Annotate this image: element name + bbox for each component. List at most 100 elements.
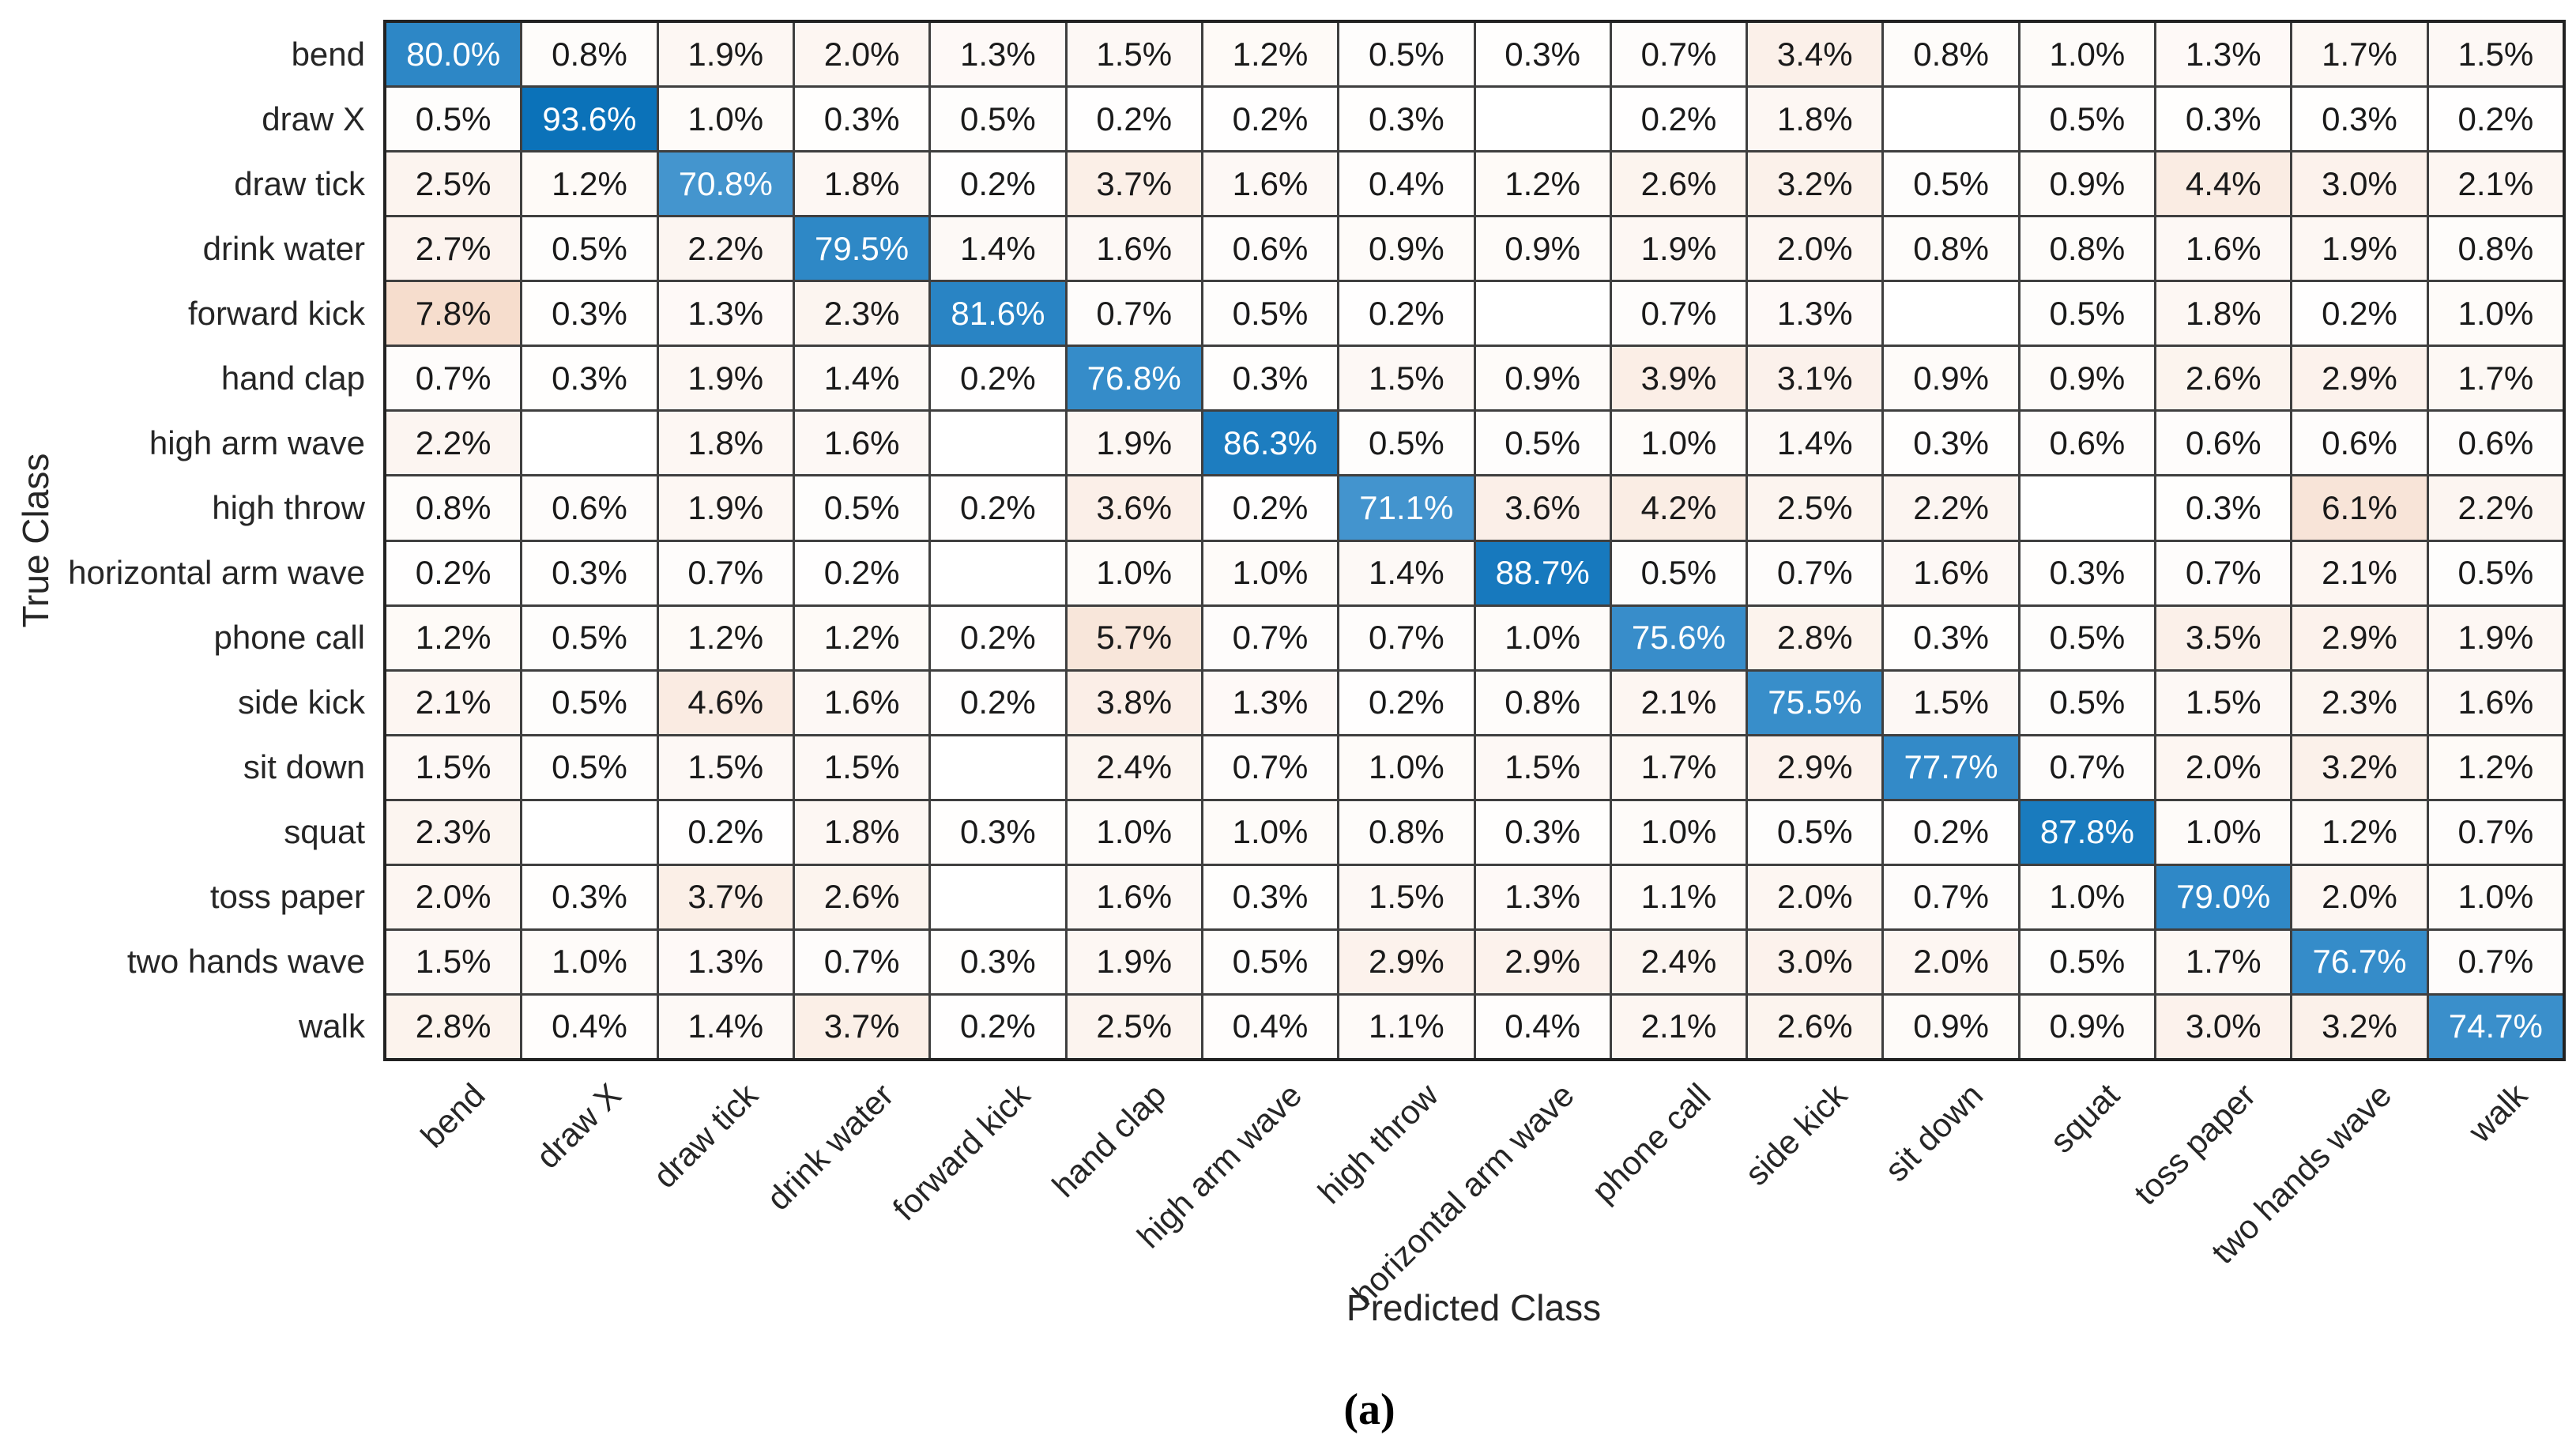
matrix-cell: 1.0% — [1067, 541, 1201, 604]
matrix-cell: 1.5% — [386, 930, 521, 993]
matrix-cell: 0.3% — [1203, 865, 1338, 928]
matrix-cell: 0.4% — [1203, 995, 1338, 1058]
matrix-cell: 3.9% — [1611, 347, 1746, 410]
col-label: drink water — [759, 1076, 901, 1218]
matrix-cell: 0.2% — [1067, 88, 1201, 151]
matrix-cell: 2.5% — [1748, 476, 1882, 540]
matrix-cell — [522, 412, 657, 475]
matrix-cell: 0.6% — [522, 476, 657, 540]
matrix-cell: 3.6% — [1475, 476, 1610, 540]
matrix-cell: 2.5% — [1067, 995, 1201, 1058]
matrix-cell: 0.6% — [2428, 412, 2563, 475]
matrix-cell: 0.3% — [1475, 23, 1610, 86]
matrix-cell: 2.6% — [1611, 153, 1746, 216]
matrix-cell: 0.6% — [2156, 412, 2291, 475]
matrix-cell: 1.4% — [931, 217, 1065, 281]
matrix-cell: 0.2% — [794, 541, 929, 604]
matrix-cell: 0.5% — [1475, 412, 1610, 475]
matrix-cell: 76.8% — [1067, 347, 1201, 410]
matrix-cell: 1.8% — [794, 800, 929, 864]
matrix-cell: 1.1% — [1611, 865, 1746, 928]
matrix-cell: 0.5% — [2020, 671, 2155, 734]
matrix-cell: 1.9% — [2292, 217, 2427, 281]
matrix-cell: 0.5% — [931, 88, 1065, 151]
row-label: draw X — [262, 100, 365, 137]
matrix-cell: 0.5% — [1339, 23, 1474, 86]
matrix-cell: 1.4% — [794, 347, 929, 410]
matrix-cell: 0.5% — [2428, 541, 2563, 604]
matrix-cell: 1.2% — [658, 606, 793, 669]
matrix-cell — [522, 800, 657, 864]
matrix-cell: 1.0% — [2156, 800, 2291, 864]
matrix-cell: 2.1% — [1611, 671, 1746, 734]
row-label: draw tick — [234, 164, 365, 202]
matrix-cell — [931, 412, 1065, 475]
matrix-cell: 0.5% — [2020, 88, 2155, 151]
matrix-cell: 1.6% — [1067, 217, 1201, 281]
matrix-cell: 0.8% — [386, 476, 521, 540]
matrix-cell: 3.6% — [1067, 476, 1201, 540]
matrix-cell: 1.0% — [2020, 865, 2155, 928]
matrix-cell: 1.5% — [794, 736, 929, 799]
matrix-cell: 3.7% — [658, 865, 793, 928]
matrix-cell: 0.8% — [1339, 800, 1474, 864]
matrix-cell: 2.1% — [1611, 995, 1746, 1058]
matrix-cell: 0.2% — [2292, 282, 2427, 345]
matrix-cell — [931, 865, 1065, 928]
matrix-cell: 1.0% — [1067, 800, 1201, 864]
matrix-cell: 93.6% — [522, 88, 657, 151]
row-label: side kick — [237, 683, 365, 721]
matrix-cell: 1.8% — [794, 153, 929, 216]
matrix-cell: 0.2% — [931, 995, 1065, 1058]
matrix-cell: 2.9% — [2292, 347, 2427, 410]
matrix-cell: 1.9% — [658, 23, 793, 86]
matrix-cell: 0.8% — [2020, 217, 2155, 281]
matrix-cell: 1.3% — [658, 282, 793, 345]
col-label: toss paper — [2126, 1076, 2262, 1212]
matrix-cell: 0.2% — [1339, 282, 1474, 345]
matrix-cell: 0.3% — [931, 800, 1065, 864]
matrix-cell: 3.5% — [2156, 606, 2291, 669]
matrix-cell: 0.5% — [1203, 930, 1338, 993]
matrix-cell: 0.7% — [1203, 606, 1338, 669]
matrix-cell: 1.5% — [1067, 23, 1201, 86]
matrix-cell: 1.2% — [794, 606, 929, 669]
matrix-cell: 0.7% — [1339, 606, 1474, 669]
matrix-cell: 2.8% — [1748, 606, 1882, 669]
matrix-cell: 1.5% — [658, 736, 793, 799]
matrix-cell: 2.9% — [1748, 736, 1882, 799]
matrix-cell: 0.5% — [522, 217, 657, 281]
matrix-cell: 2.7% — [386, 217, 521, 281]
matrix-cell: 0.3% — [1884, 606, 2018, 669]
matrix-cell: 0.9% — [1475, 347, 1610, 410]
matrix-cell: 5.7% — [1067, 606, 1201, 669]
matrix-cell: 1.9% — [1611, 217, 1746, 281]
matrix-cell: 2.4% — [1611, 930, 1746, 993]
matrix-cell: 2.3% — [386, 800, 521, 864]
matrix-cell: 0.8% — [1884, 217, 2018, 281]
row-labels: bend draw X draw tick drink water forward ki… — [0, 20, 365, 1061]
matrix-cell: 2.4% — [1067, 736, 1201, 799]
row-label: forward kick — [187, 294, 365, 332]
matrix-cell: 3.4% — [1748, 23, 1882, 86]
matrix-cell: 1.6% — [2428, 671, 2563, 734]
matrix-cell: 6.1% — [2292, 476, 2427, 540]
matrix-cell: 1.2% — [1203, 23, 1338, 86]
col-label: horizontal arm wave — [1345, 1076, 1582, 1312]
matrix-cell: 0.3% — [1475, 800, 1610, 864]
matrix-cell: 0.7% — [1611, 23, 1746, 86]
matrix-cell: 0.5% — [522, 671, 657, 734]
matrix-cell: 0.5% — [522, 606, 657, 669]
matrix-cell: 1.3% — [1203, 671, 1338, 734]
matrix-cell: 0.5% — [1339, 412, 1474, 475]
matrix-cell: 0.5% — [522, 736, 657, 799]
matrix-cell: 0.2% — [1203, 88, 1338, 151]
matrix-cell: 0.3% — [1884, 412, 2018, 475]
matrix-cell: 1.0% — [658, 88, 793, 151]
matrix-cell: 0.6% — [2292, 412, 2427, 475]
matrix-cell: 1.6% — [1884, 541, 2018, 604]
col-label: hand clap — [1045, 1076, 1173, 1205]
matrix-cell: 1.6% — [794, 412, 929, 475]
matrix-cell: 0.3% — [2020, 541, 2155, 604]
matrix-cell: 2.2% — [1884, 476, 2018, 540]
